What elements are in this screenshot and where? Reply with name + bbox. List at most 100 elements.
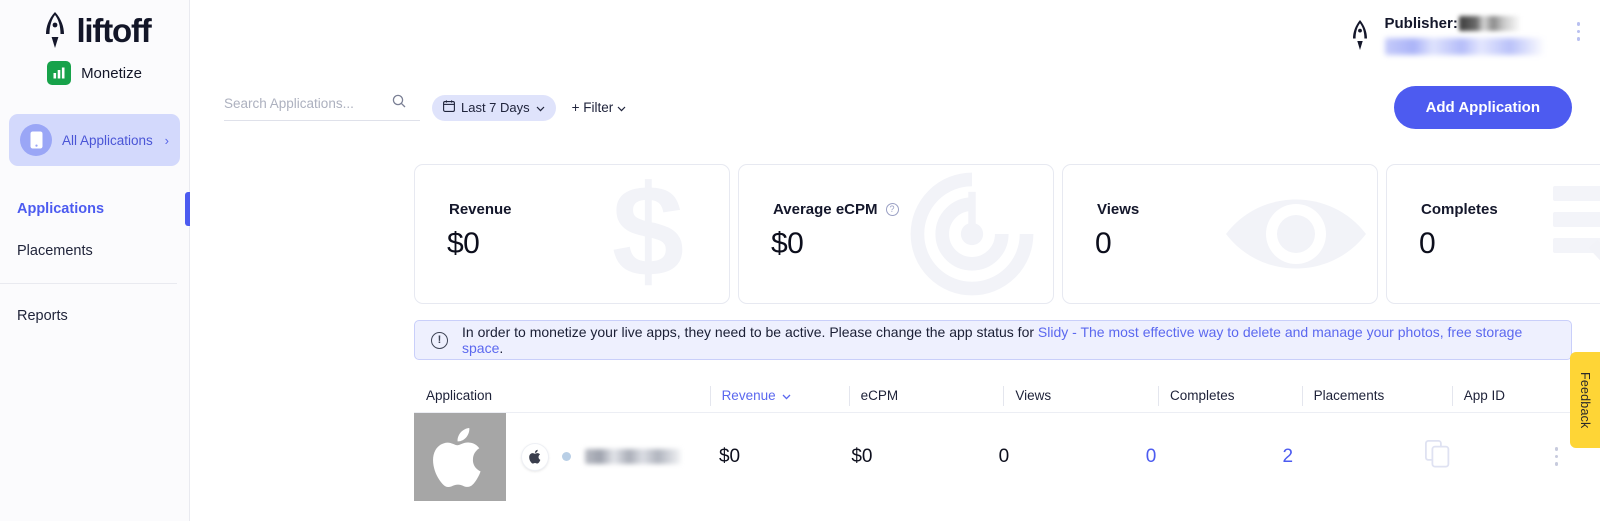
app-name-cell (506, 443, 707, 470)
date-range-selector[interactable]: Last 7 Days (432, 94, 556, 121)
checklist-watermark (1535, 165, 1600, 303)
svg-text:$: $ (612, 169, 684, 299)
sidebar-item-label: Reports (17, 308, 68, 324)
copy-icon[interactable] (1425, 439, 1451, 472)
question-mark-icon[interactable]: ? (885, 203, 899, 216)
sidebar-nav: Applications Placements Reports (0, 188, 190, 337)
stat-card-value: 0 (1095, 227, 1112, 260)
publisher-info: Publisher: (1384, 8, 1545, 55)
stat-card-title: Average eCPM ? (773, 201, 899, 218)
table-row[interactable]: $0 $0 0 0 2 (414, 412, 1600, 501)
sidebar: liftoff Monetize All Applications › (0, 0, 190, 521)
top-bar: Publisher: (190, 0, 1600, 72)
app-thumbnail (414, 412, 506, 501)
active-indicator (185, 192, 190, 226)
stat-card-value: $0 (771, 227, 804, 260)
publisher-id-redacted (1384, 38, 1545, 55)
cell-app-id (1413, 439, 1554, 473)
cell-placements[interactable]: 2 (1282, 445, 1294, 467)
cell-completes[interactable]: 0 (1145, 445, 1157, 467)
search-field[interactable] (224, 94, 420, 121)
exclamation-circle-icon: ! (431, 331, 448, 349)
toolbar: Last 7 Days + Filter Add Application (224, 86, 1572, 129)
column-header-completes[interactable]: Completes (1158, 385, 1302, 406)
kebab-menu-icon[interactable] (1554, 447, 1558, 466)
search-icon[interactable] (392, 94, 406, 113)
chevron-down-icon (617, 100, 626, 115)
calendar-icon (443, 100, 455, 115)
sidebar-item-label: Applications (17, 201, 105, 217)
column-header-views[interactable]: Views (1003, 385, 1158, 406)
main-content: Publisher: (190, 0, 1600, 521)
stat-title-text: Views (1097, 201, 1140, 218)
stat-title-text: Completes (1421, 201, 1498, 218)
sidebar-divider (0, 283, 177, 284)
target-watermark (887, 165, 1053, 303)
rocket-icon (1352, 20, 1367, 50)
cell-ecpm: $0 (851, 445, 873, 467)
column-header-placements[interactable]: Placements (1301, 385, 1452, 406)
column-header-revenue[interactable]: Revenue (709, 385, 849, 406)
kebab-menu-icon[interactable] (1576, 22, 1580, 41)
chevron-right-icon: › (164, 132, 169, 148)
publisher-block[interactable]: Publisher: (1347, 8, 1580, 55)
stat-card-title: Completes (1421, 201, 1498, 218)
alert-text-after: . (499, 340, 504, 356)
alert-text-before: In order to monetize your live apps, the… (462, 324, 1038, 340)
stat-card-revenue: Revenue $0 $ (414, 164, 730, 304)
table-header-row: Application Revenue eCPM Views Completes… (414, 378, 1600, 412)
applications-table: Application Revenue eCPM Views Completes… (414, 378, 1600, 501)
status-badge (562, 452, 571, 461)
feedback-label: Feedback (1578, 371, 1592, 429)
stat-title-text: Average eCPM (773, 201, 878, 218)
stat-card-title: Revenue (449, 201, 512, 218)
apple-logo-icon (433, 427, 481, 487)
all-applications-label: All Applications (62, 132, 153, 148)
cell-views: 0 (998, 445, 1010, 467)
dollar-sign-watermark: $ (563, 165, 729, 303)
sidebar-item-applications[interactable]: Applications (0, 188, 190, 230)
eye-watermark (1211, 165, 1377, 303)
column-label: Revenue (721, 387, 776, 403)
chevron-down-icon (782, 388, 791, 403)
search-input[interactable] (224, 96, 392, 111)
add-application-button[interactable]: Add Application (1393, 86, 1572, 129)
date-range-label: Last 7 Days (461, 100, 530, 115)
app-name-redacted (585, 449, 681, 464)
alert-app-link[interactable]: Slidy - The most effective way to delete… (462, 324, 1523, 356)
stat-cards: Revenue $0 $ Average eCPM ? $0 (414, 164, 1600, 304)
sidebar-item-reports[interactable]: Reports (0, 295, 189, 337)
stat-title-text: Revenue (449, 201, 512, 218)
column-header-ecpm[interactable]: eCPM (848, 385, 1004, 406)
sidebar-item-label: Placements (17, 243, 93, 259)
stat-card-value: 0 (1419, 227, 1436, 260)
mobile-phone-icon (20, 124, 52, 156)
brand-logo: liftoff (0, 0, 189, 52)
stat-card-title: Views (1097, 201, 1139, 218)
apple-logo-icon (522, 443, 548, 470)
stat-card-completes: Completes 0 (1386, 164, 1600, 304)
brand-wordmark: liftoff (76, 11, 151, 49)
cell-revenue: $0 (718, 445, 741, 467)
bar-chart-icon (47, 61, 72, 85)
status-alert-banner: ! In order to monetize your live apps, t… (414, 320, 1572, 360)
publisher-name-redacted (1458, 16, 1521, 31)
product-switcher[interactable]: Monetize (0, 52, 189, 94)
sidebar-item-placements[interactable]: Placements (0, 230, 189, 272)
stat-card-value: $0 (447, 227, 480, 260)
column-header-app-id[interactable]: App ID (1451, 385, 1600, 406)
alert-message: In order to monetize your live apps, the… (462, 324, 1555, 356)
publisher-label-row: Publisher: (1385, 15, 1545, 32)
filter-label: + Filter (571, 100, 614, 115)
stat-card-views: Views 0 (1062, 164, 1378, 304)
column-header-application[interactable]: Application (426, 387, 493, 403)
publisher-label: Publisher: (1384, 15, 1458, 32)
filter-button[interactable]: + Filter (572, 100, 627, 115)
stat-card-average-ecpm: Average eCPM ? $0 (738, 164, 1054, 304)
chevron-down-icon (536, 100, 545, 115)
sidebar-item-all-applications[interactable]: All Applications › (9, 114, 180, 166)
rocket-icon (46, 12, 65, 48)
product-label: Monetize (81, 64, 142, 82)
feedback-tab[interactable]: Feedback (1570, 352, 1600, 448)
